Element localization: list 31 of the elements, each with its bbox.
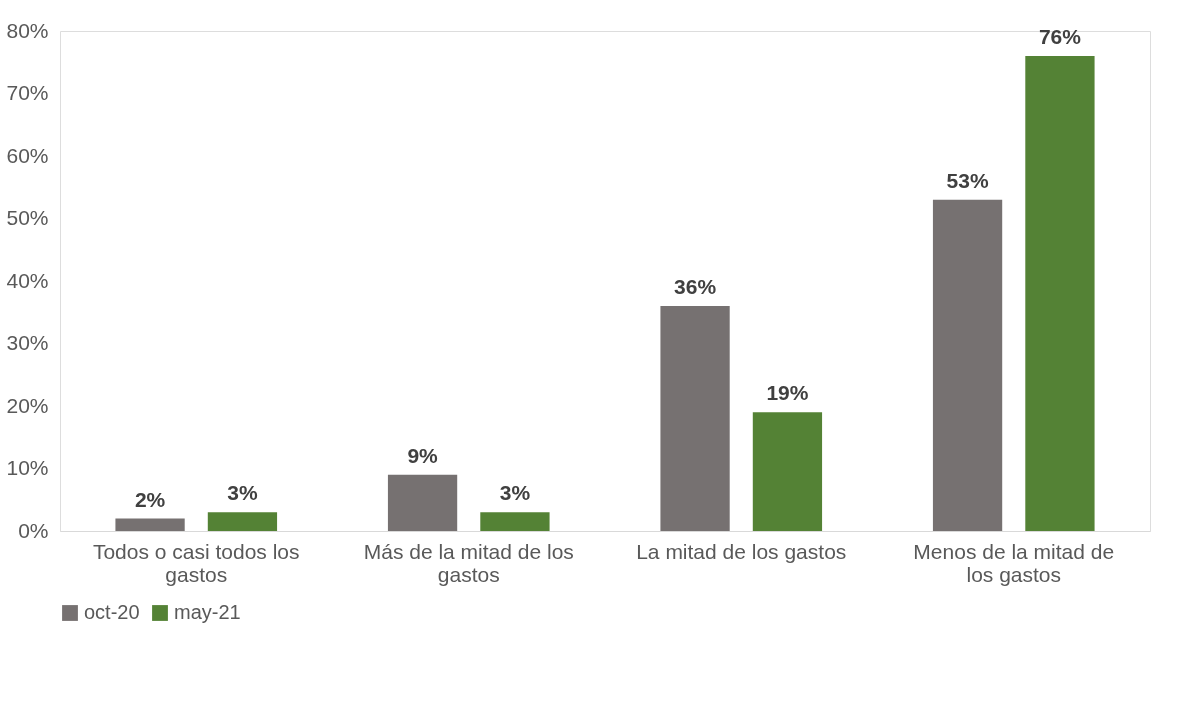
bar: [387, 474, 458, 531]
x-tick-label: Menos de la mitad de los gastos: [913, 539, 1115, 586]
data-label: 3%: [227, 481, 258, 505]
x-tick-label: Todos o casi todos los gastos: [92, 539, 300, 586]
data-label: 19%: [766, 381, 809, 405]
bar: [660, 306, 730, 531]
data-label: 36%: [674, 275, 717, 298]
data-label: 9%: [407, 443, 439, 467]
legend-label: may-21: [174, 601, 241, 623]
y-tick-label: 50%: [6, 206, 49, 229]
x-tick-label: La mitad de los gastos: [636, 539, 847, 563]
data-label: 76%: [1038, 25, 1082, 48]
y-tick-label: 0%: [18, 518, 49, 542]
y-tick-label: 60%: [6, 143, 49, 167]
bar: [207, 512, 278, 531]
bar: [752, 412, 823, 531]
bar: [480, 512, 550, 531]
y-tick-label: 20%: [6, 393, 49, 417]
y-tick-label: 70%: [6, 81, 49, 104]
bar: [115, 518, 185, 531]
bar: [1025, 56, 1095, 531]
data-label: 3%: [499, 481, 531, 505]
y-tick-label: 10%: [6, 456, 49, 479]
y-tick-label: 30%: [6, 331, 49, 354]
bar: [932, 199, 1003, 531]
x-tick-label: Más de la mitad de los gastos: [363, 539, 574, 586]
y-tick-label: 80%: [6, 18, 49, 42]
y-tick-label: 40%: [6, 268, 49, 292]
data-label: 2%: [134, 487, 166, 511]
data-label: 53%: [946, 168, 989, 192]
legend-label: oct-20: [84, 601, 140, 623]
